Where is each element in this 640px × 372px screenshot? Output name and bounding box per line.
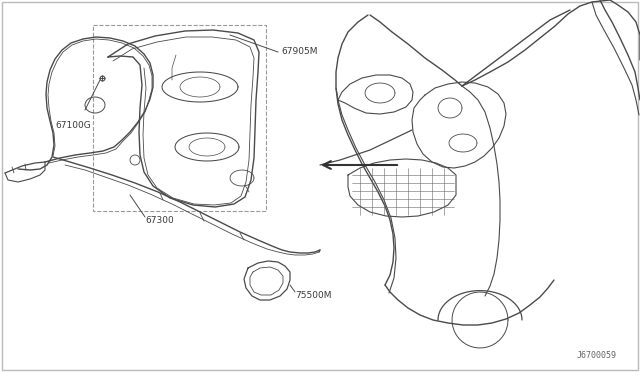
Text: 75500M: 75500M — [295, 291, 332, 299]
Text: 67905M: 67905M — [281, 46, 317, 55]
Text: J6700059: J6700059 — [577, 351, 617, 360]
Text: 67300: 67300 — [145, 215, 173, 224]
Text: 67100G: 67100G — [55, 121, 91, 129]
